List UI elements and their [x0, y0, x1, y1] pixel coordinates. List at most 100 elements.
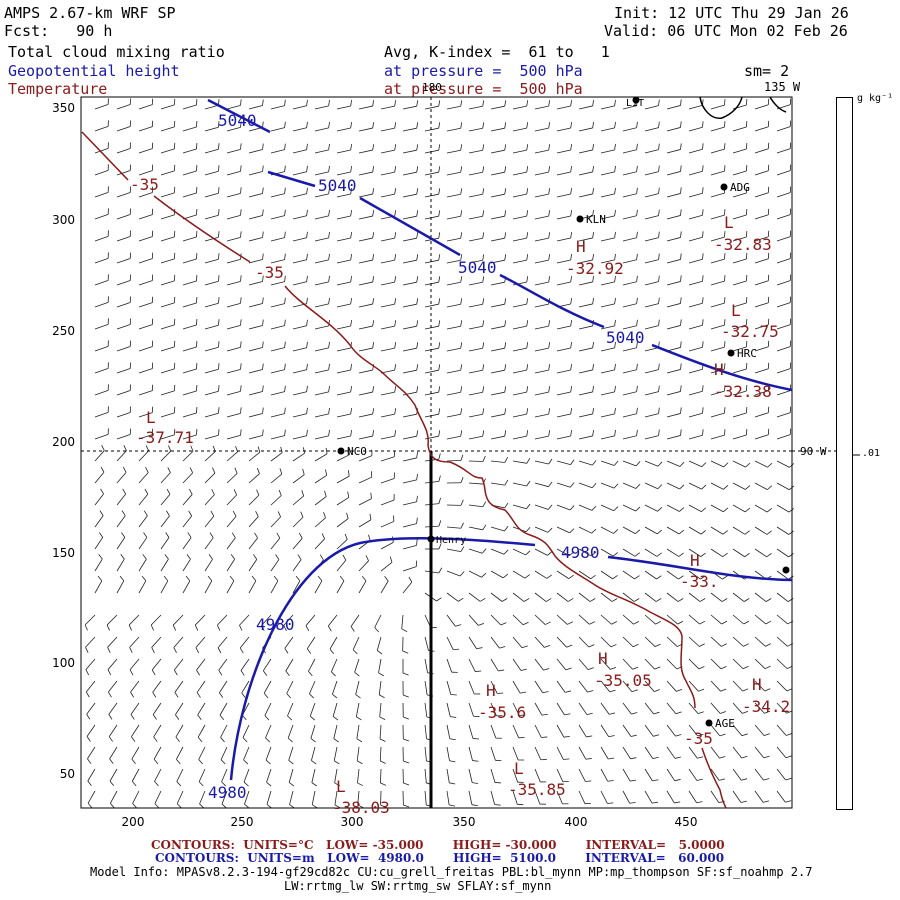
wind-barb [270, 391, 285, 396]
wind-barb-flag [526, 276, 529, 283]
wind-barb [666, 215, 681, 220]
wind-barb [138, 434, 153, 440]
wind-barb-flag [548, 458, 553, 465]
colorbar [836, 97, 853, 810]
wind-barb [358, 519, 372, 528]
wind-barb [622, 724, 632, 737]
wind-barb-flag [592, 143, 594, 150]
wind-barb [176, 790, 184, 804]
wind-barb-flag [240, 670, 245, 676]
wind-barb [556, 259, 571, 264]
wind-barb [424, 149, 439, 154]
wind-barb-flag [544, 644, 551, 648]
wind-barb-flag [460, 100, 463, 107]
wind-barb [182, 126, 197, 132]
wind-barb-flag [525, 527, 531, 533]
wind-barb [160, 280, 175, 286]
wind-barb-flag [548, 481, 553, 487]
wind-barb-flag [460, 477, 464, 483]
wind-barb [87, 790, 96, 804]
wind-barb [710, 746, 720, 759]
wind-barb-flag [478, 622, 485, 626]
wind-barb-flag [675, 734, 682, 737]
height-contour [359, 196, 461, 257]
wind-barb-flag [394, 364, 397, 371]
wind-barb-flag [240, 297, 242, 304]
wind-barb [160, 472, 171, 484]
wind-barb [622, 127, 637, 132]
wind-barb [248, 413, 263, 418]
wind-barb-flag [591, 482, 597, 489]
wind-barb [380, 171, 395, 176]
wind-barb-flag [482, 166, 485, 173]
wind-barb-flag [284, 407, 286, 414]
wind-barb [138, 580, 147, 594]
wind-barb [138, 412, 153, 418]
wind-barb [776, 412, 791, 418]
wind-barb [666, 369, 681, 374]
wind-barb [182, 450, 194, 462]
wind-barb [358, 149, 373, 154]
wind-barb-flag [402, 672, 409, 676]
wind-barb-flag [657, 461, 663, 467]
wind-barb-flag [614, 319, 616, 326]
wind-barb-flag [543, 668, 550, 671]
wind-barb [402, 457, 417, 462]
wind-barb-flag [195, 647, 200, 654]
wind-barb-flag [306, 209, 308, 216]
wind-barb [622, 614, 634, 625]
wind-barb-flag [244, 803, 250, 809]
wind-barb [182, 258, 197, 264]
x-tick-label: 450 [675, 815, 698, 829]
wind-barb-flag [416, 473, 418, 480]
wind-barb [710, 504, 724, 513]
wind-barb-flag [438, 100, 441, 107]
wind-barb-flag [702, 341, 704, 348]
wind-barb-flag [655, 598, 662, 602]
temperature-contour [284, 285, 696, 709]
wind-barb [468, 237, 483, 242]
wind-barb-flag [588, 644, 595, 648]
wind-barb [776, 126, 791, 132]
wind-barb [600, 325, 615, 330]
wind-barb [175, 702, 184, 715]
wind-barb-flag [658, 407, 660, 414]
wind-barb-flag [460, 546, 465, 552]
station-kln-dot [576, 215, 584, 223]
wind-barb-flag [262, 297, 264, 304]
wind-barb [109, 746, 118, 760]
wind-barb [336, 237, 351, 242]
wind-barb [204, 324, 219, 330]
wind-barb-flag [504, 320, 507, 327]
wind-barb [710, 680, 721, 692]
field-cloud-label: Total cloud mixing ratio [8, 43, 225, 61]
wind-barb [160, 302, 175, 308]
wind-barb [380, 259, 395, 264]
wind-barb [292, 452, 305, 462]
wind-barb-flag [240, 187, 242, 194]
wind-barb-flag [262, 429, 264, 436]
wind-barb-flag [786, 688, 793, 692]
wind-barb-flag [262, 231, 264, 238]
wind-barb [116, 170, 131, 176]
wind-barb [776, 614, 789, 625]
wind-barb-flag [613, 506, 619, 512]
wind-barb-flag [721, 643, 727, 647]
wind-barb-flag [342, 554, 347, 561]
wind-barb-flag [295, 575, 301, 582]
wind-barb-flag [218, 670, 223, 676]
wind-barb [776, 482, 790, 491]
wind-barb-flag [176, 803, 182, 809]
wind-barb-flag [218, 297, 220, 304]
wind-barb-flag [633, 598, 640, 602]
wind-barb-flag [190, 445, 194, 452]
height-label: 5040 [218, 111, 257, 130]
wind-barb-flag [521, 645, 528, 649]
wind-barb [688, 346, 703, 352]
wind-barb-flag [328, 407, 330, 414]
wind-barb [336, 171, 351, 176]
wind-barb [226, 214, 241, 220]
wind-barb [336, 539, 348, 550]
wind-barb [556, 482, 571, 488]
wind-barb-flag [257, 446, 261, 453]
